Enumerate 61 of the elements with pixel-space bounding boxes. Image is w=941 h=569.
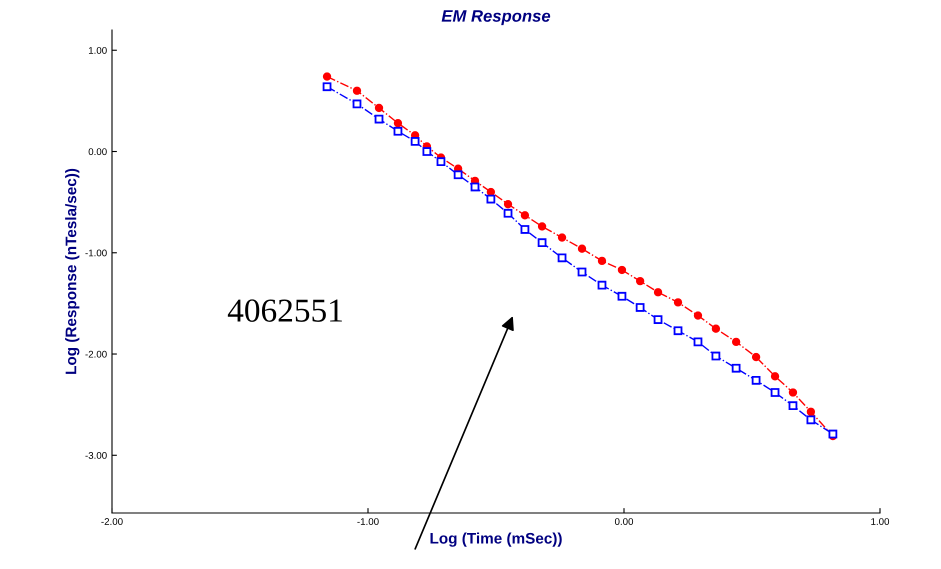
point [770, 388, 780, 397]
point [436, 157, 446, 166]
point [394, 118, 402, 128]
point [598, 256, 606, 266]
x-tick-label: -1.00 [357, 518, 379, 525]
point [712, 324, 720, 333]
y-tick-label: -3.00 [85, 452, 107, 459]
point [578, 268, 586, 276]
point [636, 303, 645, 312]
point [558, 233, 566, 242]
point [410, 137, 420, 146]
chart-title: EM Response [442, 10, 550, 26]
point [538, 222, 546, 231]
point [470, 182, 480, 192]
point [374, 114, 384, 124]
point [674, 298, 682, 307]
point [770, 372, 780, 380]
point [504, 208, 512, 218]
point [806, 408, 816, 416]
point [636, 276, 644, 286]
point [654, 315, 662, 324]
y-tick-label: 0.00 [88, 148, 107, 156]
point [578, 244, 586, 253]
point [806, 415, 816, 424]
point [504, 200, 512, 208]
point [788, 388, 798, 397]
point [422, 147, 432, 156]
point [352, 86, 362, 95]
point [394, 126, 402, 136]
x-tick-label: -2.00 [101, 518, 123, 525]
point [712, 352, 720, 360]
point [374, 104, 384, 112]
x-tick-label: 0.00 [614, 518, 634, 525]
point [322, 72, 332, 81]
point [694, 337, 702, 346]
point [618, 266, 626, 274]
point [322, 82, 332, 92]
y-tick-label: -1.00 [85, 250, 107, 256]
point [674, 326, 682, 336]
point [752, 352, 760, 362]
point [654, 288, 662, 296]
point [732, 338, 740, 346]
point [454, 170, 462, 180]
point [520, 225, 530, 234]
point [352, 100, 362, 108]
point [486, 194, 496, 204]
point [538, 238, 546, 248]
point [732, 364, 741, 373]
point [752, 376, 760, 385]
point [694, 311, 702, 320]
point [598, 280, 606, 290]
point [520, 211, 530, 220]
annotation: 4062551 [228, 299, 342, 322]
point [788, 401, 798, 410]
x-tick-label: 1.00 [871, 518, 890, 525]
x-axis-title: Log (Time (mSec)) [430, 532, 562, 547]
y-tick-label: -2.00 [85, 350, 107, 358]
point [618, 292, 626, 301]
y-tick-label: 1.00 [88, 46, 107, 54]
point [558, 253, 566, 262]
y-axis-title: Log (Response (nTesla/sec)) [65, 168, 80, 374]
